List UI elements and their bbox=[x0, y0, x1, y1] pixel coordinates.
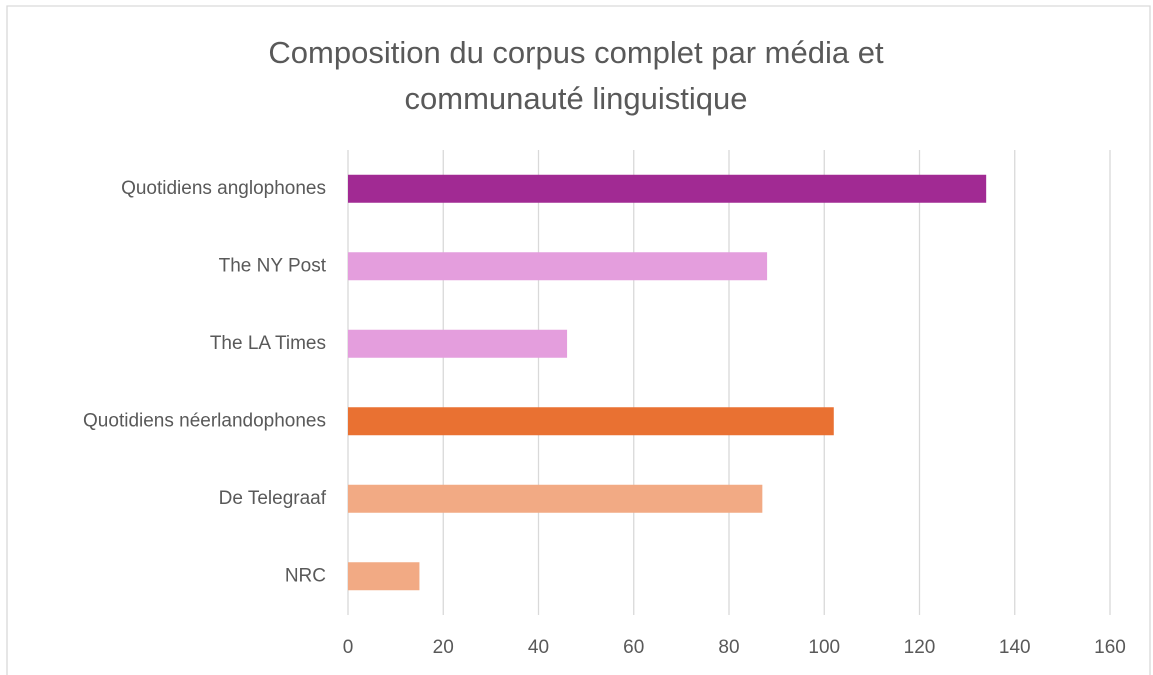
x-tick-label: 120 bbox=[904, 637, 936, 658]
x-tick-label: 60 bbox=[623, 637, 644, 658]
x-tick-label: 0 bbox=[343, 637, 354, 658]
y-tick-label: NRC bbox=[285, 565, 326, 586]
y-tick-label: De Telegraaf bbox=[219, 488, 327, 509]
bar bbox=[348, 252, 768, 281]
y-tick-label: Quotidiens néerlandophones bbox=[83, 410, 326, 431]
y-tick-label: The NY Post bbox=[219, 255, 327, 276]
x-tick-label: 140 bbox=[999, 637, 1031, 658]
x-tick-label: 160 bbox=[1094, 637, 1126, 658]
chart-title: Composition du corpus complet par média … bbox=[268, 35, 884, 116]
x-tick-label: 100 bbox=[808, 637, 840, 658]
chart-frame bbox=[6, 5, 1151, 675]
bar bbox=[348, 484, 763, 513]
y-tick-label: The LA Times bbox=[210, 333, 326, 354]
bar bbox=[348, 329, 568, 358]
x-tick-label: 80 bbox=[718, 637, 739, 658]
bar bbox=[348, 174, 987, 203]
y-tick-label: Quotidiens anglophones bbox=[121, 178, 326, 199]
bar bbox=[348, 407, 834, 436]
x-tick-label: 40 bbox=[528, 637, 549, 658]
bar bbox=[348, 562, 420, 591]
x-tick-label: 20 bbox=[433, 637, 454, 658]
